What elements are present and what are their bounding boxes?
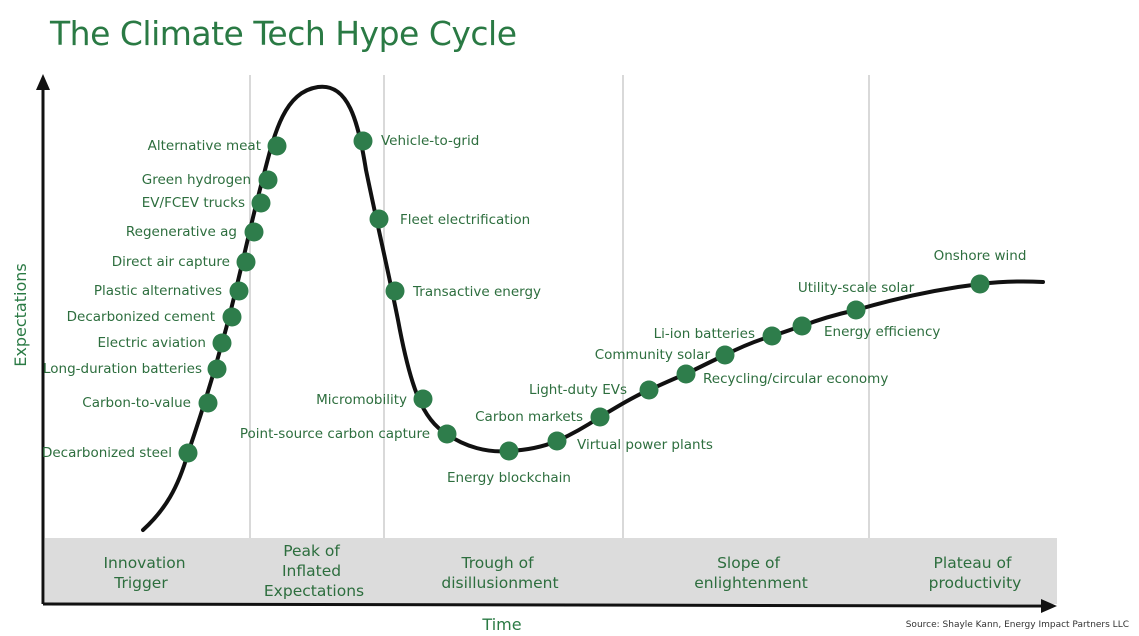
tech-label-virtual-power-plants: Virtual power plants — [577, 437, 713, 453]
x-axis-arrow — [1041, 599, 1057, 613]
tech-dot-alternative-meat — [267, 136, 287, 156]
phase-label-plateau: Plateau of productivity — [929, 554, 1022, 592]
technology-markers: Decarbonized steel Carbon-to-value Long-du… — [42, 131, 1027, 486]
tech-dot-plastic-alternatives — [229, 281, 249, 301]
tech-dot-light-duty-evs — [639, 380, 659, 400]
y-axis-arrow — [36, 74, 50, 90]
chart-title: The Climate Tech Hype Cycle — [50, 14, 517, 53]
tech-dot-carbon-to-value — [198, 393, 218, 413]
tech-label-recycling-circular-economy: Recycling/circular economy — [703, 371, 888, 387]
x-axis-label: Time — [481, 615, 521, 634]
tech-dot-transactive-energy — [385, 281, 405, 301]
phase-label-trough: Trough of disillusionment — [441, 554, 558, 592]
tech-label-decarbonized-cement: Decarbonized cement — [67, 309, 215, 325]
tech-label-li-ion-batteries: Li-ion batteries — [654, 326, 755, 342]
tech-dot-decarbonized-cement — [222, 307, 242, 327]
tech-label-regenerative-ag: Regenerative ag — [126, 224, 237, 240]
tech-label-utility-scale-solar: Utility-scale solar — [798, 280, 915, 296]
tech-dot-li-ion-batteries — [762, 326, 782, 346]
tech-dot-energy-blockchain — [499, 441, 519, 461]
tech-label-green-hydrogen: Green hydrogen — [142, 172, 251, 188]
tech-label-carbon-to-value: Carbon-to-value — [82, 395, 191, 411]
phase-labels: Innovation Trigger Peak of Inflated Expe… — [103, 542, 1021, 600]
tech-dot-carbon-markets — [590, 407, 610, 427]
tech-dot-recycling-circular-economy — [676, 364, 696, 384]
tech-label-micromobility: Micromobility — [316, 392, 407, 408]
tech-dot-utility-scale-solar — [846, 300, 866, 320]
tech-label-direct-air-capture: Direct air capture — [112, 254, 230, 270]
tech-label-decarbonized-steel: Decarbonized steel — [42, 445, 172, 461]
tech-label-onshore-wind: Onshore wind — [934, 248, 1027, 264]
tech-dot-onshore-wind — [970, 274, 990, 294]
tech-dot-community-solar — [715, 345, 735, 365]
y-axis-label: Expectations — [11, 263, 30, 366]
phase-label-slope: Slope of enlightenment — [694, 554, 808, 592]
phase-band — [45, 538, 1057, 604]
tech-dot-decarbonized-steel — [178, 443, 198, 463]
phase-label-innovation-trigger: Innovation Trigger — [103, 554, 190, 592]
tech-label-energy-efficiency: Energy efficiency — [824, 324, 940, 340]
tech-label-light-duty-evs: Light-duty EVs — [529, 382, 627, 398]
tech-dot-electric-aviation — [212, 333, 232, 353]
tech-label-energy-blockchain: Energy blockchain — [447, 470, 571, 486]
tech-dot-micromobility — [413, 389, 433, 409]
tech-dot-energy-efficiency — [792, 316, 812, 336]
tech-dot-vehicle-to-grid — [353, 131, 373, 151]
tech-dot-long-duration-batteries — [207, 359, 227, 379]
source-note: Source: Shayle Kann, Energy Impact Partn… — [906, 620, 1129, 630]
tech-dot-ev-fcev-trucks — [251, 193, 271, 213]
tech-dot-regenerative-ag — [244, 222, 264, 242]
tech-dot-virtual-power-plants — [547, 431, 567, 451]
tech-dot-direct-air-capture — [236, 252, 256, 272]
tech-label-plastic-alternatives: Plastic alternatives — [94, 283, 222, 299]
tech-label-electric-aviation: Electric aviation — [98, 335, 206, 351]
tech-label-alternative-meat: Alternative meat — [148, 138, 261, 154]
tech-dot-point-source-carbon-capture — [437, 424, 457, 444]
tech-label-ev-fcev-trucks: EV/FCEV trucks — [142, 195, 245, 211]
tech-label-transactive-energy: Transactive energy — [412, 284, 541, 300]
phase-label-peak: Peak of Inflated Expectations — [264, 542, 364, 600]
tech-label-community-solar: Community solar — [595, 347, 711, 363]
tech-dot-green-hydrogen — [258, 170, 278, 190]
tech-label-long-duration-batteries: Long-duration batteries — [43, 361, 202, 377]
tech-label-vehicle-to-grid: Vehicle-to-grid — [381, 133, 479, 149]
tech-label-carbon-markets: Carbon markets — [475, 409, 583, 425]
tech-label-point-source-carbon-capture: Point-source carbon capture — [240, 426, 430, 442]
tech-label-fleet-electrification: Fleet electrification — [400, 212, 530, 228]
x-axis — [42, 602, 1043, 608]
tech-dot-fleet-electrification — [369, 209, 389, 229]
